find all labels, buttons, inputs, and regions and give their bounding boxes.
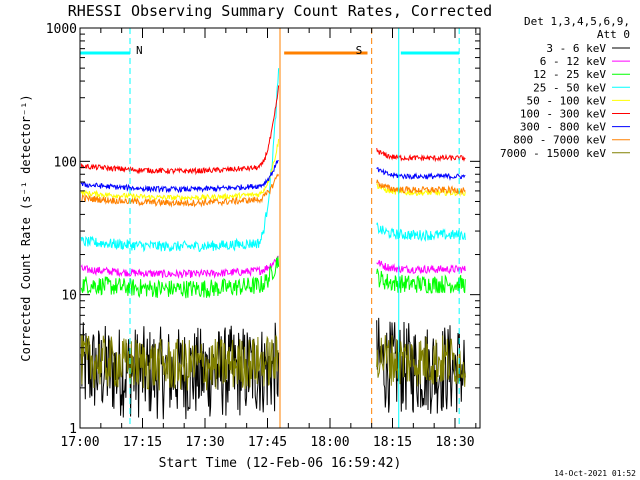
y-tick-label: 10 [61,289,77,304]
legend-header-line-2: Att 0 [597,28,630,41]
x-tick-label: 18:00 [310,435,349,450]
legend-header-line-1: Det 1,3,4,5,6,9, [524,15,630,28]
saa-flag-label: S [356,44,363,57]
legend-entry-label: 100 - 300 keV [520,108,606,121]
y-tick-label: 1000 [46,22,77,37]
x-tick-label: 17:30 [185,435,224,450]
series-line [80,68,280,253]
series-line [376,222,466,243]
series-line [80,160,279,194]
series-line [80,138,280,201]
series-line [376,167,466,181]
x-tick-label: 17:00 [60,435,99,450]
legend-entry-label: 50 - 100 keV [527,94,607,107]
series-line [80,334,279,391]
series-layer [80,68,466,420]
x-tick-label: 18:30 [435,435,474,450]
legend-entry-label: 800 - 7000 keV [513,134,606,147]
legend-entry-label: 6 - 12 keV [540,55,607,68]
legend-entry-label: 7000 - 15000 keV [500,147,606,160]
y-tick-label: 100 [54,155,77,170]
series-line [376,148,466,163]
x-axis: 17:00 17:15 17:30 17:45 18:00 18:15 18:30 [60,28,477,450]
x-axis-label: Start Time (12-Feb-06 16:59:42) [159,456,402,471]
series-line [376,260,466,275]
night-flag-label: N [136,44,143,57]
x-tick-label: 17:15 [123,435,162,450]
series-line [80,256,280,299]
series-line [80,255,279,280]
legend-entry-label: 12 - 25 keV [533,68,606,81]
y-tick-label: 1 [69,422,77,437]
plot-frame [79,27,481,429]
chart-title: RHESSI Observing Summary Count Rates, Co… [68,2,492,20]
legend-entry-label: 3 - 6 keV [546,42,606,55]
x-tick-label: 18:15 [373,435,412,450]
y-axis: 1 10 100 1000 [46,22,480,437]
y-axis-label: Corrected Count Rate (s⁻¹ detector⁻¹) [19,94,33,361]
legend-entry-label: 300 - 800 keV [520,121,606,134]
timestamp: 14-Oct-2021 01:52 [554,469,636,478]
legend-entry-label: 25 - 50 keV [533,81,606,94]
x-tick-label: 17:45 [248,435,287,450]
series-line [376,335,466,387]
series-line [376,268,466,294]
series-line [376,179,466,196]
series-line [80,85,280,176]
series-line [80,173,280,208]
